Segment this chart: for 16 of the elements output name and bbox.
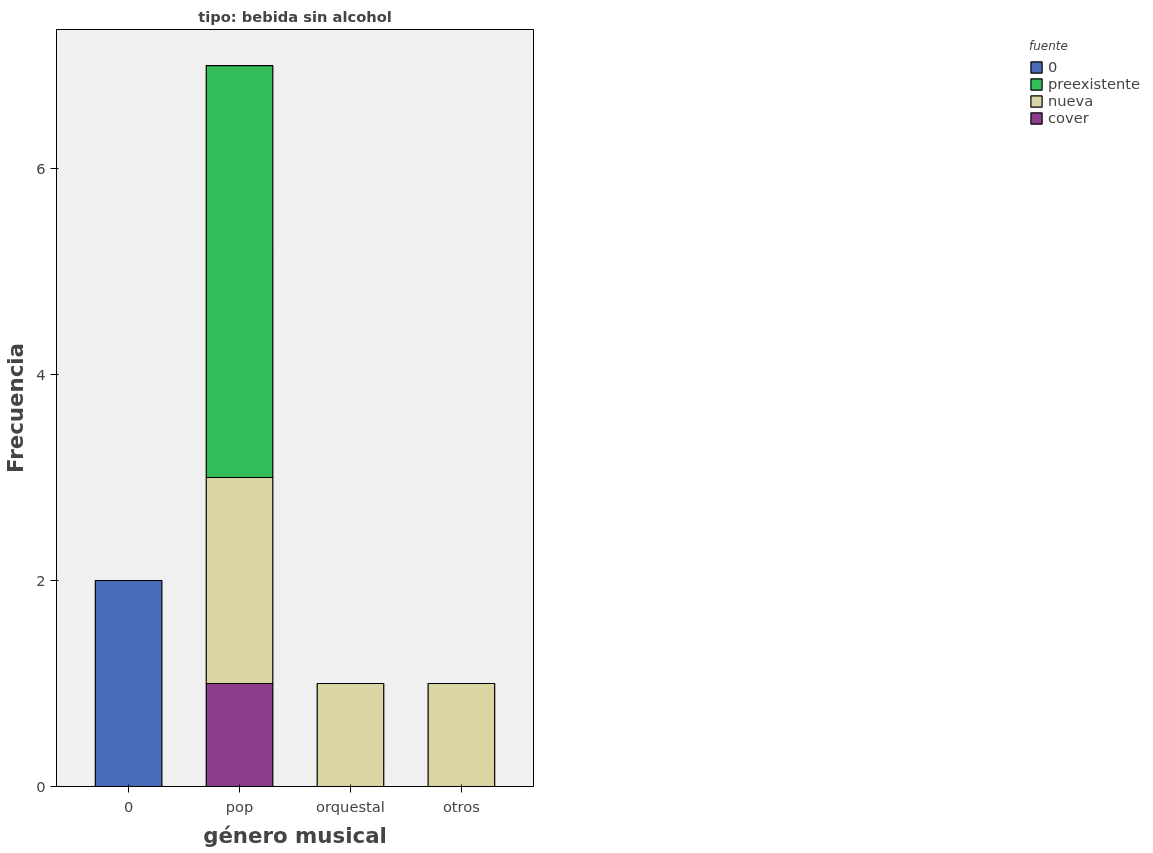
legend-label: cover <box>1048 109 1089 126</box>
x-tick-label: 0 <box>123 797 134 815</box>
y-tick-label: 2 <box>36 571 46 589</box>
x-axis-title: género musical <box>203 822 387 848</box>
legend-label: preexistente <box>1048 75 1140 92</box>
chart-title: tipo: bebida sin alcohol <box>198 7 392 25</box>
x-tick-label: otros <box>442 797 480 815</box>
legend-label: nueva <box>1048 92 1094 109</box>
x-tick-label: orquestal <box>316 797 385 815</box>
x-tick-label: pop <box>225 797 254 815</box>
legend-label: 0 <box>1048 58 1059 75</box>
y-tick-label: 6 <box>36 159 46 177</box>
y-tick-label: 4 <box>36 365 46 383</box>
y-axis-title: Frecuencia <box>3 342 29 473</box>
y-tick-label: 0 <box>36 777 46 795</box>
legend-title: fuente <box>1029 39 1069 53</box>
